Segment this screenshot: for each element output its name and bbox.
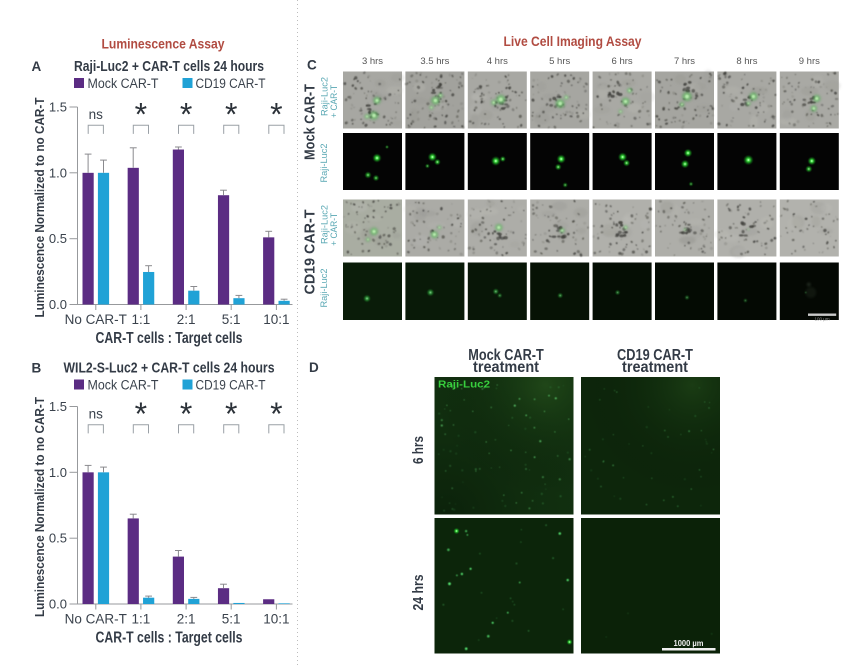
svg-text:*: * bbox=[180, 97, 192, 133]
svg-text:*: * bbox=[225, 97, 237, 133]
svg-text:0.0: 0.0 bbox=[49, 297, 67, 312]
svg-text:No CAR-T: No CAR-T bbox=[65, 612, 127, 627]
svg-text:5 hrs: 5 hrs bbox=[549, 56, 570, 67]
svg-text:Mock CAR-T: Mock CAR-T bbox=[302, 84, 319, 160]
svg-text:5:1: 5:1 bbox=[222, 312, 241, 327]
svg-text:4 hrs: 4 hrs bbox=[487, 56, 508, 67]
svg-text:Raji-Luc2: Raji-Luc2 bbox=[319, 269, 329, 308]
svg-text:C: C bbox=[307, 58, 317, 73]
svg-text:Raji-Luc2: Raji-Luc2 bbox=[319, 144, 329, 183]
svg-text:CAR-T cells : Target cells: CAR-T cells : Target cells bbox=[96, 630, 243, 647]
svg-text:No CAR-T: No CAR-T bbox=[65, 312, 127, 327]
svg-text:1000 µm: 1000 µm bbox=[674, 638, 704, 648]
svg-text:1.5: 1.5 bbox=[49, 100, 67, 115]
svg-text:0.5: 0.5 bbox=[49, 231, 67, 246]
svg-text:CAR-T cells : Target cells: CAR-T cells : Target cells bbox=[96, 330, 243, 347]
svg-text:6 hrs: 6 hrs bbox=[410, 436, 427, 464]
svg-text:A: A bbox=[32, 59, 42, 74]
svg-text:*: * bbox=[270, 97, 282, 133]
svg-text:10:1: 10:1 bbox=[263, 312, 289, 327]
svg-text:1.0: 1.0 bbox=[49, 465, 67, 480]
svg-text:Raji-Luc2: Raji-Luc2 bbox=[319, 205, 329, 244]
svg-text:Mock CAR-T: Mock CAR-T bbox=[468, 347, 544, 364]
svg-text:Live Cell Imaging Assay: Live Cell Imaging Assay bbox=[504, 33, 642, 49]
svg-text:100 µm: 100 µm bbox=[815, 317, 830, 322]
svg-text:Luminescence Assay: Luminescence Assay bbox=[102, 36, 225, 52]
svg-text:8 hrs: 8 hrs bbox=[736, 56, 757, 67]
svg-text:10:1: 10:1 bbox=[263, 612, 289, 627]
svg-text:0.0: 0.0 bbox=[49, 597, 67, 612]
svg-text:3.5 hrs: 3.5 hrs bbox=[420, 56, 449, 67]
svg-text:ns: ns bbox=[89, 107, 104, 122]
svg-text:*: * bbox=[135, 97, 147, 133]
svg-text:+ CAR-T: + CAR-T bbox=[329, 84, 339, 117]
svg-text:Mock CAR-T: Mock CAR-T bbox=[88, 76, 159, 91]
svg-text:1:1: 1:1 bbox=[132, 612, 151, 627]
svg-text:0.5: 0.5 bbox=[49, 531, 67, 546]
svg-text:1.5: 1.5 bbox=[49, 399, 67, 414]
svg-text:Mock CAR-T: Mock CAR-T bbox=[88, 378, 159, 393]
svg-text:WIL2-S-Luc2 + CAR-T cells 24 h: WIL2-S-Luc2 + CAR-T cells 24 hours bbox=[64, 360, 275, 377]
svg-text:CD19 CAR-T: CD19 CAR-T bbox=[196, 76, 266, 91]
svg-text:CD19 CAR-T: CD19 CAR-T bbox=[617, 347, 693, 364]
svg-text:+ CAR-T: + CAR-T bbox=[329, 212, 339, 245]
svg-text:*: * bbox=[180, 396, 192, 432]
svg-text:1.0: 1.0 bbox=[49, 165, 67, 180]
svg-text:9 hrs: 9 hrs bbox=[799, 56, 820, 67]
svg-text:Raji-Luc2: Raji-Luc2 bbox=[438, 379, 490, 391]
svg-text:treatment: treatment bbox=[622, 359, 688, 376]
svg-text:2:1: 2:1 bbox=[177, 312, 196, 327]
svg-text:7 hrs: 7 hrs bbox=[674, 56, 695, 67]
svg-text:Raji-Luc2: Raji-Luc2 bbox=[319, 77, 329, 116]
svg-text:Luminescence Normalized to no: Luminescence Normalized to no CAR-T bbox=[32, 397, 47, 617]
svg-text:*: * bbox=[135, 396, 147, 432]
svg-text:*: * bbox=[270, 396, 282, 432]
svg-text:CD19 CAR-T: CD19 CAR-T bbox=[196, 378, 266, 393]
svg-text:B: B bbox=[32, 361, 42, 376]
svg-text:Luminescence Normalized to no: Luminescence Normalized to no CAR-T bbox=[32, 97, 47, 317]
svg-text:*: * bbox=[225, 396, 237, 432]
svg-text:2:1: 2:1 bbox=[177, 612, 196, 627]
svg-text:3 hrs: 3 hrs bbox=[362, 56, 383, 67]
svg-text:D: D bbox=[309, 360, 319, 375]
svg-text:Raji-Luc2 + CAR-T cells 24 hou: Raji-Luc2 + CAR-T cells 24 hours bbox=[74, 58, 264, 75]
svg-text:1:1: 1:1 bbox=[132, 312, 151, 327]
svg-text:treatment: treatment bbox=[473, 359, 539, 376]
svg-text:5:1: 5:1 bbox=[222, 612, 241, 627]
svg-text:6 hrs: 6 hrs bbox=[612, 56, 633, 67]
svg-text:ns: ns bbox=[89, 407, 104, 422]
svg-text:24 hrs: 24 hrs bbox=[410, 575, 427, 611]
svg-text:CD19 CAR-T: CD19 CAR-T bbox=[302, 210, 319, 295]
